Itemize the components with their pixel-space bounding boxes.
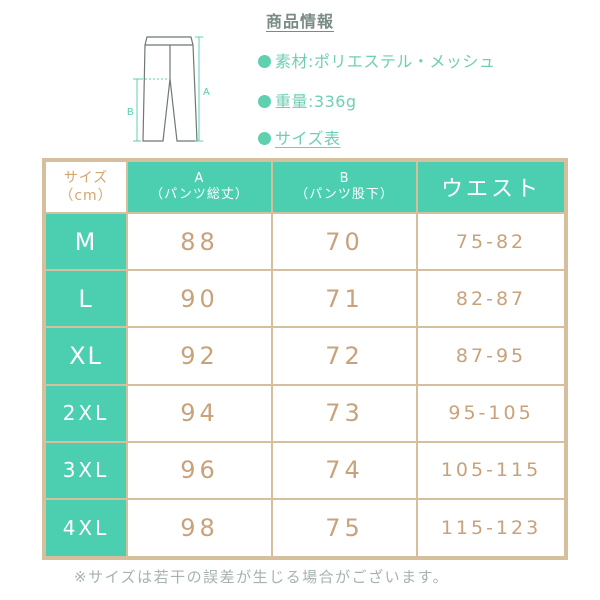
size-cell: 4XL xyxy=(43,497,128,560)
inseam-b-cell: 70 xyxy=(271,211,419,272)
pants-diagram: A B xyxy=(127,36,210,142)
material-info: 素材:ポリエステル・メッシュ xyxy=(258,48,495,72)
column-header-b: B （パンツ股下） xyxy=(271,159,419,214)
table-row: M 88 70 75-82 xyxy=(43,211,567,272)
weight-info: 重量:336g xyxy=(258,88,357,112)
size-cell: XL xyxy=(43,326,128,386)
table-row: L 90 71 82-87 xyxy=(43,269,567,329)
table-row: XL 92 72 87-95 xyxy=(43,326,567,386)
table-header-row: サイズ （cm） A （パンツ総丈） B （パンツ股下） ウエスト xyxy=(43,159,567,214)
size-cell: 2XL xyxy=(43,383,128,443)
bullet-icon xyxy=(258,132,271,145)
size-table-link[interactable]: サイズ表 xyxy=(258,125,341,149)
size-table: サイズ （cm） A （パンツ総丈） B （パンツ股下） ウエスト M 88 7… xyxy=(42,158,568,560)
weight-text: 重量:336g xyxy=(275,92,357,111)
length-a-cell: 94 xyxy=(125,383,274,443)
waist-cell: 82-87 xyxy=(416,269,567,329)
size-cell: L xyxy=(43,269,128,329)
waist-cell: 105-115 xyxy=(416,440,567,500)
size-cell: M xyxy=(43,211,128,272)
table-row: 3XL 96 74 105-115 xyxy=(43,440,567,500)
length-a-cell: 92 xyxy=(125,326,274,386)
size-header-label: サイズ xyxy=(63,170,109,186)
column-a-desc: （パンツ総丈） xyxy=(150,187,249,202)
length-a-cell: 98 xyxy=(125,497,274,560)
waist-cell: 115-123 xyxy=(416,497,567,560)
diagram-label-b: B xyxy=(127,107,134,118)
column-b-desc: （パンツ股下） xyxy=(295,187,394,202)
unit-label: （cm） xyxy=(59,188,113,204)
diagram-label-a: A xyxy=(203,87,210,98)
table-row: 4XL 98 75 115-123 xyxy=(43,497,567,560)
inseam-b-cell: 73 xyxy=(271,383,419,443)
waist-cell: 75-82 xyxy=(416,211,567,272)
inseam-b-cell: 71 xyxy=(271,269,419,329)
column-header-a: A （パンツ総丈） xyxy=(125,159,274,214)
waist-cell: 95-105 xyxy=(416,383,567,443)
inseam-b-cell: 75 xyxy=(271,497,419,560)
bullet-icon xyxy=(258,55,271,68)
inseam-b-cell: 74 xyxy=(271,440,419,500)
length-a-cell: 88 xyxy=(125,211,274,272)
size-table-link-text: サイズ表 xyxy=(275,129,341,148)
page-title: 商品情報 xyxy=(266,12,335,31)
material-text: 素材:ポリエステル・メッシュ xyxy=(275,52,496,71)
column-header-waist: ウエスト xyxy=(416,159,567,214)
waist-cell: 87-95 xyxy=(416,326,567,386)
inseam-b-cell: 72 xyxy=(271,326,419,386)
column-a-letter: A xyxy=(194,171,205,186)
size-cell: 3XL xyxy=(43,440,128,500)
column-b-letter: B xyxy=(339,171,350,186)
bullet-icon xyxy=(258,95,271,108)
footnote: ※サイズは若干の誤差が生じる場合がございます。 xyxy=(74,568,450,586)
size-header-cell: サイズ （cm） xyxy=(43,159,128,214)
length-a-cell: 96 xyxy=(125,440,274,500)
table-row: 2XL 94 73 95-105 xyxy=(43,383,567,443)
length-a-cell: 90 xyxy=(125,269,274,329)
